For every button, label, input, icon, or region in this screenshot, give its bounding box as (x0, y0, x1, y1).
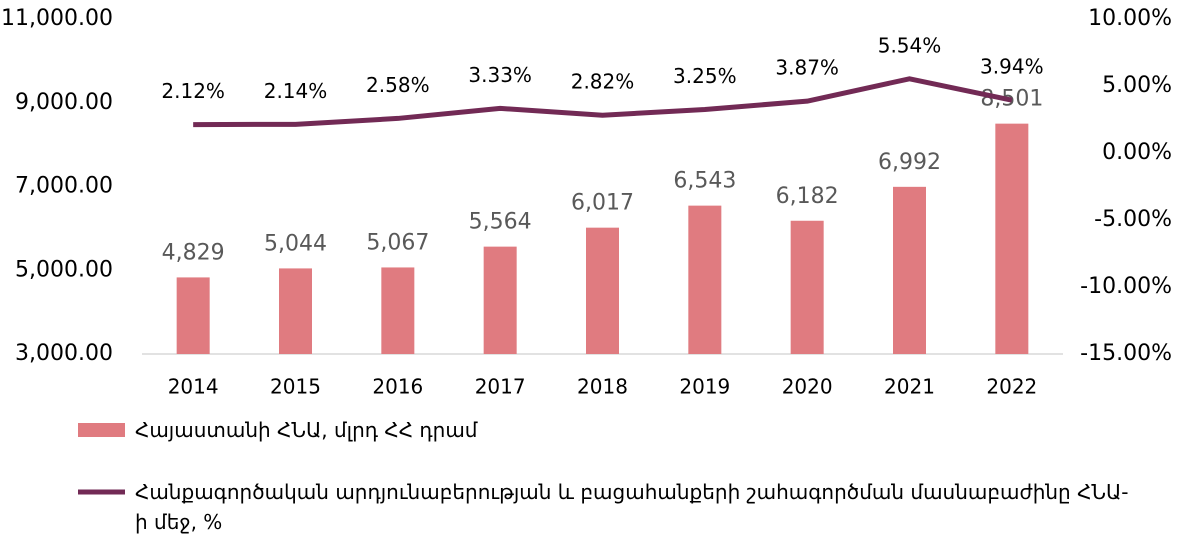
data-label: 5,044 (264, 231, 327, 256)
data-label: 5.54% (878, 33, 942, 57)
bar (790, 220, 824, 354)
legend-label: Հանքագործական արդյունաբերության և բացահա… (135, 480, 1129, 534)
bar (381, 267, 415, 354)
bar (279, 268, 312, 354)
x-tick-label: 2016 (372, 375, 423, 399)
data-label: 6,543 (673, 169, 736, 194)
x-tick-label: 2020 (782, 375, 833, 399)
x-tick-label: 2017 (475, 375, 526, 399)
data-label: 3.94% (980, 55, 1044, 79)
data-label: 6,182 (776, 184, 839, 209)
bar (688, 205, 722, 354)
x-tick-label: 2014 (168, 375, 219, 399)
x-tick-label: 2018 (577, 375, 628, 399)
data-label: 2.82% (571, 70, 635, 94)
y-tick-label: 5,000.00 (15, 257, 113, 282)
data-label: 4,829 (162, 240, 225, 265)
data-label: 2.58% (366, 73, 430, 97)
y2-tick-label: -15.00% (1080, 341, 1172, 366)
data-label: 3.87% (775, 56, 839, 80)
line (193, 76, 1013, 128)
y2-tick-label: 0.00% (1102, 140, 1172, 165)
x-tick-label: 2022 (986, 375, 1037, 399)
y-tick-label: 11,000.00 (1, 6, 113, 31)
data-label: 2.12% (161, 79, 225, 103)
data-label: 3.33% (468, 63, 532, 87)
bar (483, 246, 517, 354)
y2-tick-label: -5.00% (1094, 207, 1172, 232)
y2-tick-label: -10.00% (1080, 274, 1172, 299)
x-tick-label: 2021 (884, 375, 935, 399)
data-label: 3.25% (673, 64, 737, 88)
bar (995, 123, 1029, 354)
data-label: 5,067 (366, 230, 429, 255)
legend-label: Հայաստանի ՀՆԱ, մլրդ ՀՀ դրամ (135, 418, 478, 442)
y-tick-label: 7,000.00 (15, 174, 113, 199)
legend-swatch (78, 423, 125, 437)
x-tick-label: 2015 (270, 375, 321, 399)
bar (176, 277, 210, 354)
x-tick-label: 2019 (679, 375, 730, 399)
data-label: 2.14% (264, 79, 328, 103)
bar (586, 227, 619, 354)
data-label: 6,992 (878, 150, 941, 175)
bar (893, 186, 926, 354)
y-tick-label: 9,000.00 (15, 90, 113, 115)
y2-tick-label: 10.00% (1088, 6, 1172, 31)
y2-tick-label: 5.00% (1102, 73, 1172, 98)
data-label: 6,017 (571, 191, 634, 216)
data-label: 5,564 (469, 210, 532, 235)
y-tick-label: 3,000.00 (15, 341, 113, 366)
